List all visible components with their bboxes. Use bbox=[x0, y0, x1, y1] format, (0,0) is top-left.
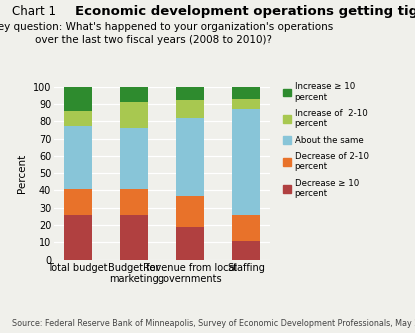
Bar bbox=[120, 102, 148, 128]
Y-axis label: Percent: Percent bbox=[17, 154, 27, 193]
Bar bbox=[64, 189, 92, 215]
Bar bbox=[232, 87, 260, 99]
Bar bbox=[232, 99, 260, 109]
Bar bbox=[176, 118, 204, 196]
Bar bbox=[120, 87, 148, 102]
Bar bbox=[64, 127, 92, 189]
Bar bbox=[120, 189, 148, 215]
Bar bbox=[120, 215, 148, 260]
Text: Survey question: What's happened to your organization's operations
over the last: Survey question: What's happened to your… bbox=[0, 22, 333, 45]
Bar bbox=[64, 87, 92, 111]
Bar bbox=[232, 241, 260, 260]
Legend: Increase ≥ 10
percent, Increase of  2-10
percent, About the same, Decrease of 2-: Increase ≥ 10 percent, Increase of 2-10 … bbox=[283, 82, 369, 198]
Bar bbox=[232, 109, 260, 215]
Text: Chart 1: Chart 1 bbox=[12, 5, 56, 18]
Text: Economic development operations getting tighter: Economic development operations getting … bbox=[75, 5, 415, 18]
Bar bbox=[176, 101, 204, 118]
Bar bbox=[176, 227, 204, 260]
Bar bbox=[232, 215, 260, 241]
Bar bbox=[176, 87, 204, 101]
Bar bbox=[176, 196, 204, 227]
Bar bbox=[64, 215, 92, 260]
Bar bbox=[64, 111, 92, 127]
Bar bbox=[120, 128, 148, 189]
Text: Source: Federal Reserve Bank of Minneapolis, Survey of Economic Development Prof: Source: Federal Reserve Bank of Minneapo… bbox=[12, 319, 415, 328]
